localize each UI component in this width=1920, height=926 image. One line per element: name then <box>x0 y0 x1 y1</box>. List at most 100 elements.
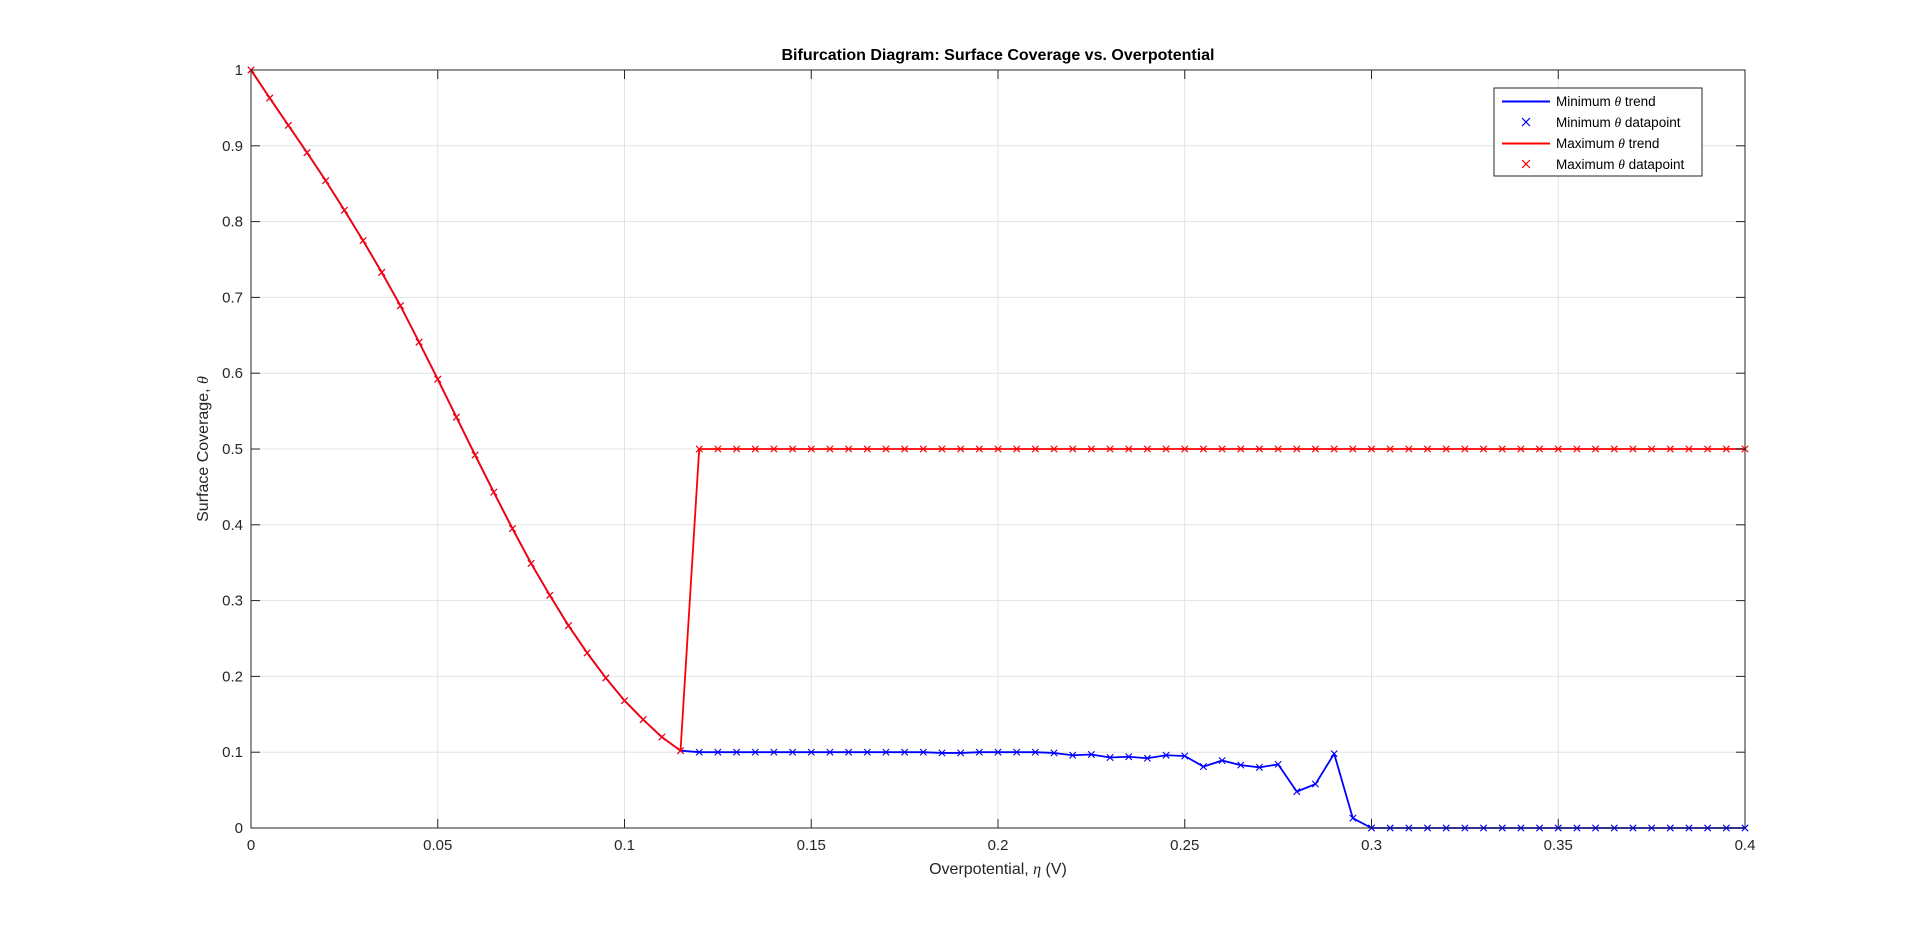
min-theta-datapoint <box>1218 756 1226 765</box>
y-tick-labels: 0 0.1 0.2 0.3 0.4 0.5 0.6 0.7 0.8 0.9 1 <box>222 62 243 837</box>
max-theta-datapoint <box>378 268 386 276</box>
max-theta-datapoint <box>994 445 1002 453</box>
min-theta-datapoint <box>938 749 946 757</box>
x-tick-label: 0.3 <box>1361 837 1382 854</box>
legend-min-datapoint-pre: Minimum <box>1556 115 1615 130</box>
min-theta-datapoint <box>1069 751 1077 759</box>
min-theta-datapoint <box>1050 749 1058 757</box>
y-tick-label: 0.6 <box>222 365 243 382</box>
max-theta-datapoint <box>1592 445 1600 453</box>
max-theta-datapoint <box>1423 445 1432 453</box>
min-theta-datapoint <box>1106 753 1114 762</box>
max-theta-datapoint <box>770 445 778 453</box>
min-theta-datapoint <box>1199 763 1208 771</box>
min-theta-datapoint <box>1330 750 1338 758</box>
legend-max-datapoint-sym: θ <box>1618 157 1625 172</box>
max-theta-datapoint <box>1237 445 1245 453</box>
max-theta-datapoint <box>415 338 423 346</box>
min-theta-datapoint <box>1274 760 1282 768</box>
max-theta-datapoint <box>1274 445 1282 453</box>
legend-entry-max-trend: Maximum θ trend <box>1502 136 1659 151</box>
max-theta-datapoint <box>957 445 965 453</box>
max-theta-datapoint <box>732 445 741 453</box>
max-theta-datapoint <box>1349 445 1357 453</box>
legend-min-trend-post: trend <box>1621 94 1656 109</box>
y-tick-label: 0.8 <box>222 214 243 231</box>
max-theta-datapoint <box>1479 445 1488 453</box>
max-theta-datapoint <box>639 716 647 724</box>
min-theta-datapoint <box>807 748 815 756</box>
y-tick-label: 0.7 <box>222 289 243 306</box>
legend-label-max-datapoint: Maximum θ datapoint <box>1556 157 1684 172</box>
legend-max-datapoint-pre: Maximum <box>1556 157 1618 172</box>
max-theta-datapoint <box>1517 445 1525 453</box>
max-theta-datapoint <box>583 649 591 657</box>
max-theta-datapoint <box>452 413 461 421</box>
max-theta-datapoint <box>695 445 703 453</box>
max-theta-datapoint <box>1143 445 1151 453</box>
min-theta-datapoint <box>957 749 965 757</box>
max-theta-datapoint <box>1050 445 1058 453</box>
max-theta-datapoint <box>1255 445 1264 453</box>
min-theta-datapoint <box>1293 788 1301 796</box>
max-theta-datapoint <box>882 445 890 453</box>
chart-title: Bifurcation Diagram: Surface Coverage vs… <box>781 47 1214 64</box>
min-theta-datapoint <box>1013 748 1021 756</box>
x-tick-label: 0.05 <box>423 837 452 854</box>
max-theta-datapoint <box>359 236 367 245</box>
min-theta-datapoint <box>1237 761 1245 769</box>
x-tick-label: 0.1 <box>614 837 635 854</box>
max-theta-datapoint <box>1125 445 1133 453</box>
max-theta-datapoint <box>676 747 685 755</box>
max-theta-datapoint <box>1405 445 1413 453</box>
max-theta-datapoint <box>1162 445 1170 453</box>
max-theta-datapoint <box>284 121 292 129</box>
max-theta-datapoint <box>826 445 834 453</box>
theta-symbol: θ <box>195 376 212 384</box>
max-theta-datapoint <box>714 445 722 453</box>
y-tick-label: 0.2 <box>222 668 243 685</box>
max-theta-datapoint <box>602 674 610 682</box>
max-theta-datapoint <box>490 488 498 496</box>
max-theta-datapoint <box>1648 445 1656 453</box>
min-theta-datapoint <box>1181 752 1189 760</box>
max-theta-datapoint <box>1610 445 1618 453</box>
max-theta-datapoint <box>1498 445 1506 453</box>
max-theta-datapoint <box>1013 445 1021 453</box>
min-theta-datapoint <box>1162 751 1170 759</box>
legend-min-trend-sym: θ <box>1615 94 1622 109</box>
x-tick-label: 0.25 <box>1170 837 1199 854</box>
max-theta-datapoint <box>1069 445 1077 453</box>
max-theta-datapoint <box>845 445 853 453</box>
y-axis-label: Surface Coverage, θ <box>195 376 212 522</box>
max-theta-datapoint <box>658 733 666 741</box>
legend-label-max-trend: Maximum θ trend <box>1556 136 1659 151</box>
y-tick-label: 0.9 <box>222 138 243 155</box>
x-axis-label-unit: (V) <box>1041 861 1067 878</box>
max-theta-datapoint <box>1554 445 1562 453</box>
tick-marks <box>250 69 1746 829</box>
max-theta-datapoint <box>1181 445 1189 453</box>
max-theta-datapoint <box>1293 445 1301 453</box>
legend-entry-min-datapoint: Minimum θ datapoint <box>1521 115 1681 130</box>
max-theta-datapoints <box>247 66 1749 755</box>
max-theta-datapoint <box>1106 445 1114 453</box>
max-theta-datapoint <box>1031 445 1039 453</box>
max-theta-datapoint <box>1311 445 1320 453</box>
max-theta-datapoint <box>975 445 983 453</box>
min-theta-datapoint <box>1255 763 1264 771</box>
y-tick-label: 0.5 <box>222 441 243 458</box>
max-theta-datapoint <box>863 445 871 453</box>
max-theta-datapoint <box>508 525 517 533</box>
min-theta-datapoint <box>751 748 759 756</box>
min-theta-datapoint <box>845 748 853 756</box>
max-theta-datapoint <box>396 302 404 310</box>
min-theta-datapoint <box>714 748 722 756</box>
max-theta-datapoint <box>1629 445 1637 453</box>
y-tick-label: 0.4 <box>222 517 243 534</box>
legend-swatch-min-datapoint <box>1521 117 1531 127</box>
x-tick-label: 0.35 <box>1544 837 1573 854</box>
max-theta-datapoint <box>1199 445 1208 453</box>
x-axis-label: Overpotential, η (V) <box>929 861 1067 878</box>
max-theta-datapoint <box>919 445 927 453</box>
